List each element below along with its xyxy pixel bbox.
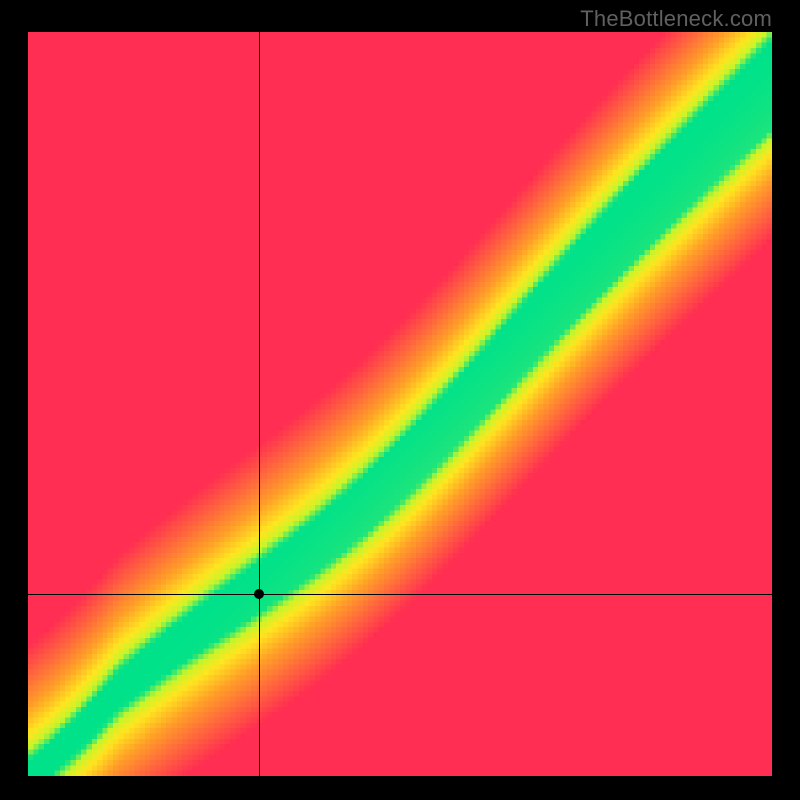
bottleneck-heatmap bbox=[28, 32, 772, 776]
watermark-text: TheBottleneck.com bbox=[580, 6, 772, 32]
heatmap-canvas bbox=[28, 32, 772, 776]
